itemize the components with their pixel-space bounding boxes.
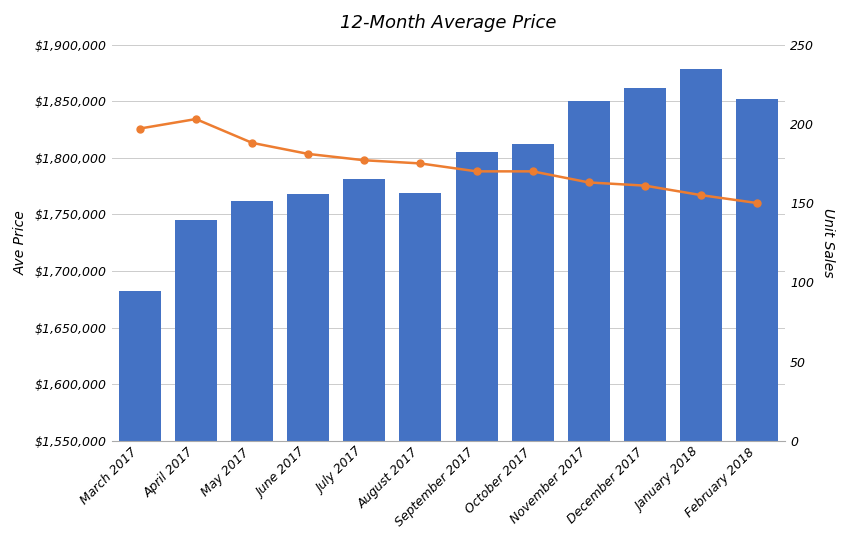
Bar	[680, 70, 722, 543]
Bar	[343, 179, 385, 543]
Title: 12-Month Average Price: 12-Month Average Price	[340, 14, 557, 32]
Y-axis label: Unit Sales: Unit Sales	[821, 208, 835, 277]
Bar	[568, 101, 610, 543]
Bar	[512, 144, 554, 543]
Y-axis label: Ave Price: Ave Price	[14, 210, 28, 275]
Bar	[736, 99, 779, 543]
Bar	[624, 87, 666, 543]
Bar	[175, 220, 217, 543]
Bar	[456, 152, 498, 543]
Bar	[119, 292, 160, 543]
Bar	[399, 193, 441, 543]
Bar	[287, 194, 329, 543]
Bar	[231, 201, 273, 543]
